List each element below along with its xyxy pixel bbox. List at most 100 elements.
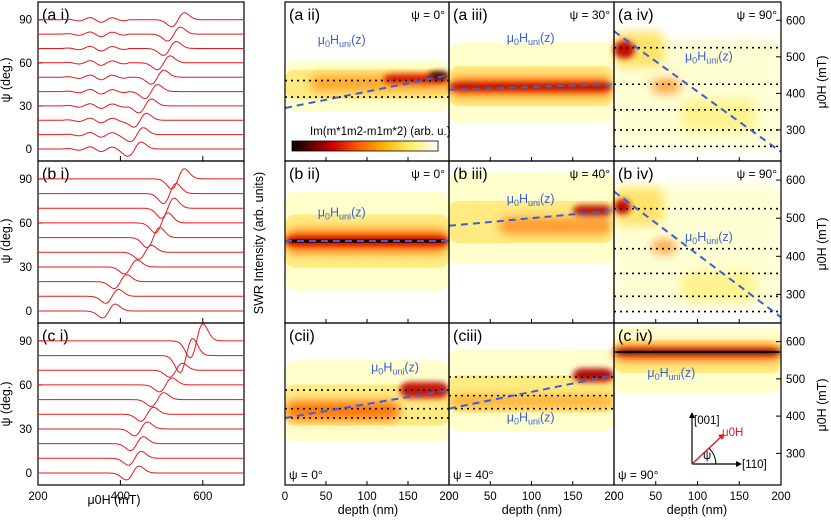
field-axis-label-c: μ0H (mT) [815, 378, 829, 431]
psi-tick-label: 60 [19, 58, 32, 70]
spectrum-trace [38, 127, 244, 143]
heatmap-overlay-7: (ciii) ψ = 40° μ0Huni(z) 0 50 100 150 200 [446, 322, 624, 503]
colorbar-gradient [291, 140, 439, 152]
uni-field-line [448, 83, 615, 91]
field-tick-label: 600 [193, 491, 212, 503]
colorbar: Im(m*1m2-m1m*2) (arb. u.) [291, 126, 451, 152]
heatmap-overlay-3: (b ii) ψ = 0° μ0Huni(z) [284, 160, 450, 324]
inset-angle-arc [708, 447, 717, 465]
heat-blob [614, 199, 631, 215]
heatmap-panel-5 [613, 161, 781, 323]
spectrum-trace [38, 112, 244, 128]
heat-blob [680, 271, 756, 303]
heat-blob [614, 187, 665, 226]
heatmap-psi-label: ψ = 90° [737, 8, 778, 22]
depth-tick-label: 100 [357, 491, 376, 503]
field-tick-label: 300 [786, 448, 805, 460]
heatmap-psi-label: ψ = 40° [570, 167, 611, 181]
heatmap-psi-label: ψ = 90° [737, 167, 778, 181]
field-tick-label: 400 [786, 251, 805, 263]
spectra-panel-b: (b i) 0 30 60 90 [19, 160, 245, 324]
heat-blob [680, 98, 756, 132]
field-tick-label: 500 [786, 213, 805, 225]
heatmap-annotations: (a ii) ψ = 0° μ0Huni(z) (a iii) ψ = 30° μ0Hun… [282, 1, 805, 503]
psi-tick-label: 60 [19, 218, 32, 230]
spectra-panel-label: (a i) [42, 7, 70, 24]
depth-tick-label: 0 [282, 491, 288, 503]
heatmap-panel-label: (a ii) [289, 7, 320, 24]
uni-field-line [285, 74, 450, 109]
spectrum-trace [38, 288, 244, 304]
depth-tick-label: 0 [446, 491, 452, 503]
depth-tick-label: 50 [484, 491, 497, 503]
spectrum-trace [38, 12, 244, 28]
heatmap-psi-label: ψ = 30° [570, 8, 611, 22]
colorbar-label: Im(m*1m2-m1m*2) (arb. u.) [310, 126, 451, 138]
spectra-panel-c: (c i) 0 30 60 90 200 400 600 [19, 322, 245, 503]
field-tick-label: 400 [786, 411, 805, 423]
heatmap-panel-6 [285, 323, 450, 485]
psi-axis-label-c: ψ (deg.) [0, 381, 13, 426]
right-x-axis-label-2: depth (nm) [502, 503, 562, 517]
heatmap-overlay-8: (c iv) ψ = 90° μ0Huni(z) 0 50 100 150 200 300 400… [611, 322, 805, 503]
depth-tick-label: 50 [649, 491, 662, 503]
psi-tick-label: 60 [19, 380, 32, 392]
heat-blob [572, 368, 614, 382]
inset-angle-label: ψ [703, 450, 711, 462]
heatmap-panel-label: (b ii) [289, 166, 320, 183]
spectrum-trace [38, 303, 244, 319]
psi-tick-label: 30 [19, 424, 32, 436]
depth-tick-label: 150 [398, 491, 417, 503]
heat-blob [651, 78, 681, 94]
heatmap-panel-label: (c iv) [618, 328, 653, 345]
spectrum-trace [38, 69, 244, 85]
depth-tick-label: 150 [730, 491, 749, 503]
uni-field-label: μ0Huni(z) [507, 192, 555, 208]
spectrum-trace [38, 377, 244, 393]
psi-tick-label: 90 [19, 174, 32, 186]
field-axis-label-a: μ0H (mT) [815, 55, 829, 108]
orientation-inset: [001] [110] μ0H ψ [689, 412, 767, 471]
spectra-panel-label: (b i) [42, 166, 70, 183]
spectrum-trace [38, 436, 244, 452]
spectrum-trace [38, 182, 244, 205]
field-tick-label: 500 [786, 374, 805, 386]
uni-field-label: μ0Huni(z) [371, 360, 419, 376]
psi-tick-label: 90 [19, 15, 32, 27]
left-x-axis-label: μ0H (mT) [87, 493, 140, 507]
inset-field-arrow [691, 435, 723, 465]
field-axis-label-b: μ0H (mT) [815, 217, 829, 270]
heat-blob [285, 401, 400, 420]
spectrum-trace [38, 421, 244, 437]
spectrum-trace [38, 141, 244, 157]
inset-arrowhead [736, 461, 742, 467]
heatmap-panel-7 [448, 323, 615, 485]
spectrum-trace [38, 84, 244, 100]
uni-field-line [285, 389, 450, 419]
uni-field-label: μ0Huni(z) [685, 230, 733, 246]
inset-arrowhead [689, 412, 695, 418]
spectrum-trace [38, 392, 244, 407]
heatmap-psi-label: ψ = 0° [289, 468, 323, 482]
heatmap-overlay-6: (cii) ψ = 0° μ0Huni(z) 0 50 100 150 200 [282, 322, 459, 503]
heatmap-panel-3 [285, 161, 449, 323]
psi-tick-label: 0 [26, 468, 32, 480]
spectrum-trace [38, 227, 244, 249]
psi-tick-label: 0 [26, 144, 32, 156]
heatmap-panel-1 [448, 2, 615, 161]
heat-blob [498, 217, 614, 235]
spectrum-trace [38, 197, 244, 219]
heatmap-panel-label: (b iv) [618, 166, 654, 183]
uni-field-line [613, 30, 781, 153]
spectrum-trace [38, 362, 244, 378]
depth-tick-label: 100 [522, 491, 541, 503]
psi-tick-label: 0 [26, 306, 32, 318]
spectrum-trace [38, 212, 244, 234]
field-tick-label: 600 [786, 15, 805, 27]
field-tick-label: 400 [111, 491, 130, 503]
depth-tick-label: 150 [563, 491, 582, 503]
spectrum-trace [38, 26, 244, 42]
heat-blob [651, 239, 677, 254]
